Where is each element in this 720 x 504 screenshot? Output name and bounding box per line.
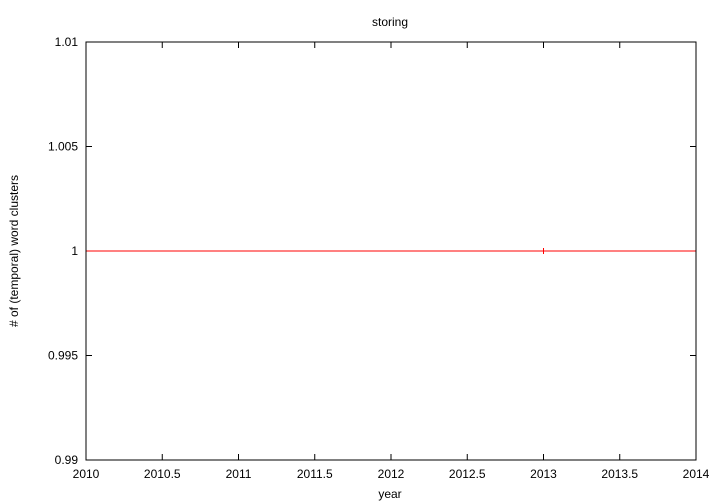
x-axis-label: year [378, 487, 401, 501]
x-tick-label: 2011.5 [297, 467, 333, 481]
x-tick-label: 2013 [530, 467, 557, 481]
data-points [540, 248, 547, 254]
x-tick-label: 2013.5 [601, 467, 638, 481]
plot-frame [85, 41, 697, 461]
x-tick-label: 2010.5 [144, 467, 181, 481]
x-tick-label: 2012 [378, 467, 405, 481]
x-tick-label: 2014 [683, 467, 710, 481]
chart-title: storing [372, 15, 408, 29]
y-axis-label: # of (temporal) word clusters [7, 175, 21, 327]
y-tick-label: 0.995 [48, 349, 78, 363]
y-tick-label: 0.99 [55, 453, 79, 467]
y-tick-label: 1.005 [48, 140, 78, 154]
x-tick-label: 2011 [226, 467, 252, 481]
x-tick-label: 2012.5 [449, 467, 486, 481]
x-tick-label: 2010 [73, 467, 100, 481]
y-tick-label: 1 [71, 244, 78, 258]
y-tick-label: 1.01 [55, 35, 79, 49]
y-axis-ticks: 0.99 0.995 1 1.005 1.01 [48, 35, 696, 467]
data-point [540, 248, 547, 254]
x-axis-ticks: 2010 2010.5 2011 2011.5 2012 2012.5 2013 2013.5… [73, 42, 710, 481]
